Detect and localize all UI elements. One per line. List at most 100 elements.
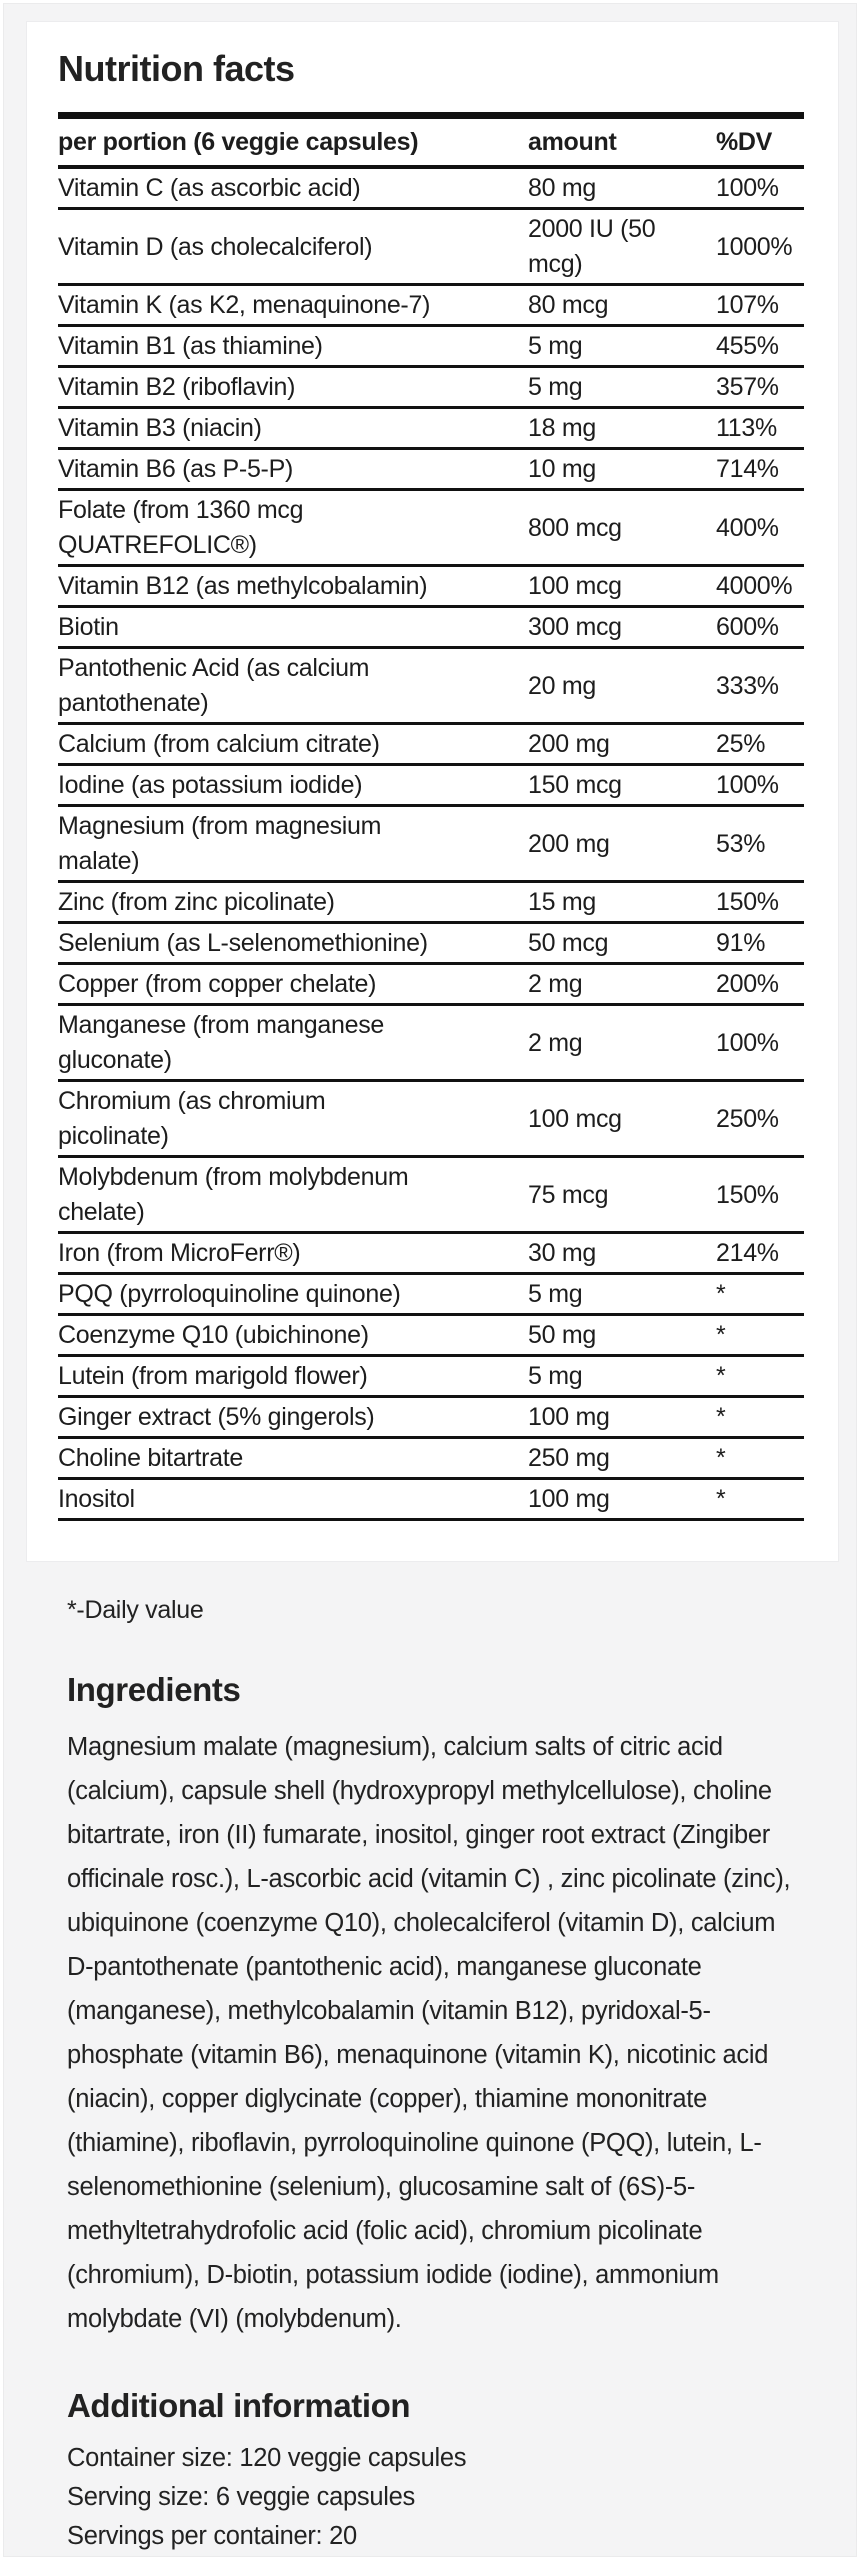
- nutrient-amount: 200 mg: [528, 805, 716, 883]
- ingredients-text: Magnesium malate (magnesium), calcium sa…: [67, 1733, 791, 2333]
- nutrient-dv: 333%: [716, 647, 804, 725]
- nutrient-dv: 714%: [716, 448, 804, 491]
- table-row: Vitamin B2 (riboflavin) 5 mg 357%: [58, 366, 804, 409]
- nutrient-amount: 2 mg: [528, 1004, 716, 1082]
- nutrient-dv: 600%: [716, 606, 804, 649]
- additional-information-list: Container size: 120 veggie capsules Serv…: [67, 2439, 793, 2556]
- table-row: Biotin 300 mcg 600%: [58, 606, 804, 649]
- nutrient-dv: *: [716, 1478, 804, 1521]
- nutrient-dv: 214%: [716, 1232, 804, 1275]
- table-row: Iodine (as potassium iodide) 150 mcg 100…: [58, 764, 804, 807]
- nutrient-name: Copper (from copper chelate): [58, 963, 528, 1006]
- table-row: Ginger extract (5% gingerols) 100 mg *: [58, 1396, 804, 1439]
- nutrient-name: Magnesium (from magnesium malate): [58, 805, 528, 883]
- nutrient-amount: 15 mg: [528, 881, 716, 924]
- nutrient-name: Chromium (as chromium picolinate): [58, 1080, 528, 1158]
- nutrient-name: Molybdenum (from molybdenum chelate): [58, 1156, 528, 1234]
- nutrient-name: Selenium (as L-selenomethionine): [58, 922, 528, 965]
- nutrient-dv: 100%: [716, 764, 804, 807]
- nutrient-amount: 100 mcg: [528, 1080, 716, 1158]
- nutrient-dv: 91%: [716, 922, 804, 965]
- nutrient-dv: 200%: [716, 963, 804, 1006]
- container-size-line: Container size: 120 veggie capsules: [67, 2444, 467, 2472]
- nutrient-name: Vitamin C (as ascorbic acid): [58, 167, 528, 210]
- nutrient-name: Lutein (from marigold flower): [58, 1355, 528, 1398]
- nutrient-dv: 150%: [716, 881, 804, 924]
- table-row: Lutein (from marigold flower) 5 mg *: [58, 1355, 804, 1398]
- nutrient-amount: 50 mg: [528, 1314, 716, 1357]
- nutrient-name: Calcium (from calcium citrate): [58, 723, 528, 766]
- nutrient-dv: 53%: [716, 805, 804, 883]
- nutrient-amount: 100 mcg: [528, 565, 716, 608]
- nutrient-amount: 5 mg: [528, 1355, 716, 1398]
- nutrient-name: Vitamin B1 (as thiamine): [58, 325, 528, 368]
- nutrient-name: Zinc (from zinc picolinate): [58, 881, 528, 924]
- nutrient-amount: 10 mg: [528, 448, 716, 491]
- column-header-per-portion: per portion (6 veggie capsules): [58, 115, 528, 169]
- nutrient-dv: 357%: [716, 366, 804, 409]
- nutrient-name: Manganese (from manganese gluconate): [58, 1004, 528, 1082]
- serving-size-line: Serving size: 6 veggie capsules: [67, 2483, 415, 2511]
- nutrient-dv: *: [716, 1437, 804, 1480]
- table-row: Vitamin B12 (as methylcobalamin) 100 mcg…: [58, 565, 804, 608]
- nutrient-dv: 100%: [716, 167, 804, 210]
- table-row: Magnesium (from magnesium malate) 200 mg…: [58, 805, 804, 883]
- nutrient-name: Folate (from 1360 mcg QUATREFOLIC®): [58, 489, 528, 567]
- nutrient-amount: 20 mg: [528, 647, 716, 725]
- table-row: Coenzyme Q10 (ubichinone) 50 mg *: [58, 1314, 804, 1357]
- table-header-row: per portion (6 veggie capsules) amount %…: [58, 115, 804, 169]
- nutrient-dv: 25%: [716, 723, 804, 766]
- table-row: Molybdenum (from molybdenum chelate) 75 …: [58, 1156, 804, 1234]
- nutrient-amount: 300 mcg: [528, 606, 716, 649]
- servings-per-container-line: Servings per container: 20: [67, 2522, 357, 2550]
- nutrient-amount: 250 mg: [528, 1437, 716, 1480]
- table-row: Choline bitartrate 250 mg *: [58, 1437, 804, 1480]
- nutrient-dv: *: [716, 1273, 804, 1316]
- nutrition-facts-card: Nutrition facts per portion (6 veggie ca…: [26, 21, 839, 1562]
- nutrient-dv: 400%: [716, 489, 804, 567]
- nutrient-dv: 100%: [716, 1004, 804, 1082]
- nutrient-amount: 200 mg: [528, 723, 716, 766]
- table-row: Vitamin C (as ascorbic acid) 80 mg 100%: [58, 167, 804, 210]
- nutrient-name: Coenzyme Q10 (ubichinone): [58, 1314, 528, 1357]
- column-header-amount: amount: [528, 115, 716, 169]
- table-body: Vitamin C (as ascorbic acid) 80 mg 100% …: [58, 167, 804, 1521]
- nutrient-name: Vitamin B6 (as P-5-P): [58, 448, 528, 491]
- nutrient-name: PQQ (pyrroloquinoline quinone): [58, 1273, 528, 1316]
- nutrient-dv: *: [716, 1314, 804, 1357]
- table-row: Calcium (from calcium citrate) 200 mg 25…: [58, 723, 804, 766]
- nutrient-amount: 5 mg: [528, 1273, 716, 1316]
- nutrient-name: Inositol: [58, 1478, 528, 1521]
- table-row: Iron (from MicroFerr®) 30 mg 214%: [58, 1232, 804, 1275]
- nutrient-dv: 113%: [716, 407, 804, 450]
- table-row: Manganese (from manganese gluconate) 2 m…: [58, 1004, 804, 1082]
- column-header-dv: %DV: [716, 115, 804, 169]
- nutrient-amount: 18 mg: [528, 407, 716, 450]
- nutrient-amount: 80 mg: [528, 167, 716, 210]
- nutrient-name: Vitamin K (as K2, menaquinone-7): [58, 284, 528, 327]
- nutrient-dv: 4000%: [716, 565, 804, 608]
- table-row: Copper (from copper chelate) 2 mg 200%: [58, 963, 804, 1006]
- table-row: Chromium (as chromium picolinate) 100 mc…: [58, 1080, 804, 1158]
- nutrient-amount: 30 mg: [528, 1232, 716, 1275]
- ingredients-heading: Ingredients: [67, 1671, 241, 1708]
- table-row: Selenium (as L-selenomethionine) 50 mcg …: [58, 922, 804, 965]
- nutrient-dv: 1000%: [716, 208, 804, 286]
- nutrient-amount: 5 mg: [528, 325, 716, 368]
- table-row: Vitamin B6 (as P-5-P) 10 mg 714%: [58, 448, 804, 491]
- nutrient-name: Vitamin D (as cholecalciferol): [58, 208, 528, 286]
- nutrient-amount: 150 mcg: [528, 764, 716, 807]
- nutrient-name: Vitamin B2 (riboflavin): [58, 366, 528, 409]
- nutrient-name: Choline bitartrate: [58, 1437, 528, 1480]
- nutrient-dv: 455%: [716, 325, 804, 368]
- table-row: Vitamin D (as cholecalciferol) 2000 IU (…: [58, 208, 804, 286]
- table-row: PQQ (pyrroloquinoline quinone) 5 mg *: [58, 1273, 804, 1316]
- nutrition-facts-table: per portion (6 veggie capsules) amount %…: [58, 112, 804, 1521]
- lower-content: *-Daily value Ingredients Magnesium mala…: [67, 1596, 793, 2556]
- nutrient-amount: 100 mg: [528, 1396, 716, 1439]
- nutrient-name: Iodine (as potassium iodide): [58, 764, 528, 807]
- nutrient-amount: 2 mg: [528, 963, 716, 1006]
- nutrient-name: Ginger extract (5% gingerols): [58, 1396, 528, 1439]
- nutrient-amount: 5 mg: [528, 366, 716, 409]
- nutrient-amount: 75 mcg: [528, 1156, 716, 1234]
